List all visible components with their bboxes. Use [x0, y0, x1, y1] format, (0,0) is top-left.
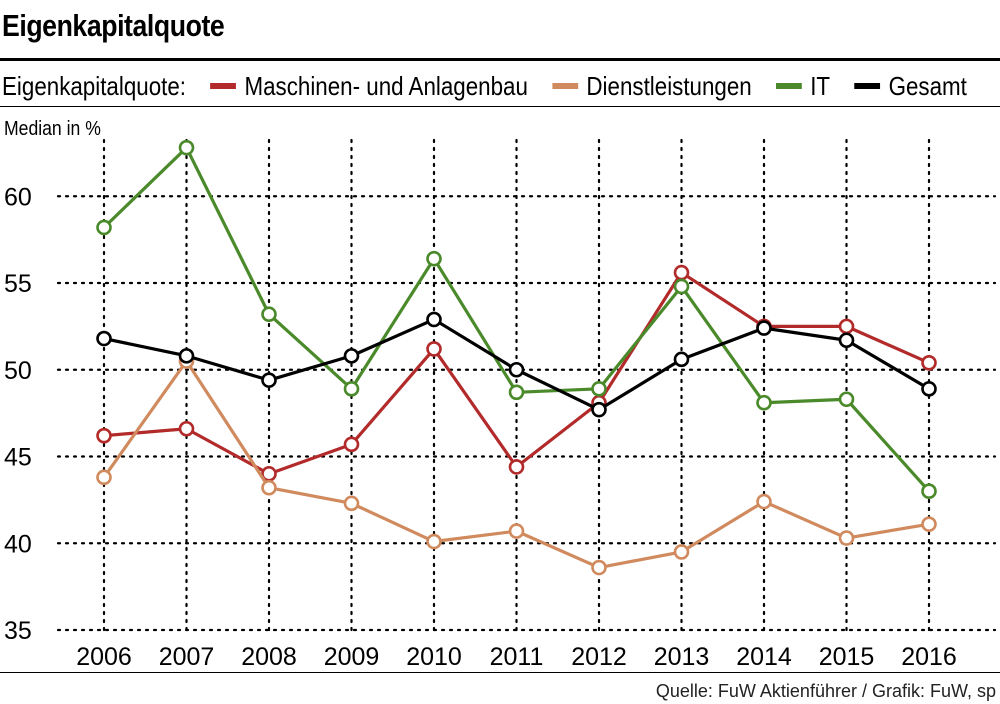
point-gesamt-2008	[261, 372, 277, 388]
point-dienstleistungen-2012	[591, 559, 607, 576]
point-it-2008	[261, 306, 277, 323]
x-tick-2016: 2016	[901, 643, 957, 671]
x-tick-2013: 2013	[654, 643, 710, 671]
point-maschinen-und-anlagenbau-2011	[508, 459, 525, 475]
y-tick-55: 55	[4, 270, 32, 298]
point-gesamt-2016	[921, 381, 937, 397]
point-gesamt-2014	[756, 320, 772, 336]
point-dienstleistungen-2010	[426, 533, 442, 550]
legend-item-maschinen: Maschinen- und Anlagenbau	[210, 71, 528, 102]
point-it-2011	[508, 384, 525, 401]
legend: Eigenkapitalquote: Maschinen- und Anlage…	[2, 68, 967, 104]
point-dienstleistungen-2015	[838, 530, 855, 546]
point-maschinen-und-anlagenbau-2015	[838, 318, 855, 335]
x-tick-2012: 2012	[571, 643, 627, 671]
point-dienstleistungen-2014	[756, 493, 772, 510]
point-gesamt-2009	[343, 348, 360, 364]
point-dienstleistungen-2006	[96, 469, 112, 486]
point-maschinen-und-anlagenbau-2006	[96, 427, 112, 444]
y-tick-40: 40	[4, 530, 32, 558]
point-it-2012	[591, 381, 607, 397]
point-it-2006	[96, 219, 112, 236]
y-axis-label: Median in %	[4, 118, 101, 140]
point-maschinen-und-anlagenbau-2009	[343, 436, 360, 453]
legend-item-gesamt: Gesamt	[854, 71, 967, 102]
point-gesamt-2013	[673, 351, 690, 368]
point-maschinen-und-anlagenbau-2016	[921, 355, 937, 371]
point-maschinen-und-anlagenbau-2007	[178, 420, 195, 437]
point-gesamt-2006	[96, 330, 112, 347]
x-tick-2009: 2009	[324, 643, 380, 671]
legend-text-dienstleistungen: Dienstleistungen	[586, 70, 752, 101]
x-tick-2011: 2011	[490, 643, 544, 671]
legend-text-maschinen: Maschinen- und Anlagenbau	[244, 70, 528, 101]
point-gesamt-2010	[426, 311, 442, 328]
legend-rule	[0, 106, 1000, 107]
x-tick-2015: 2015	[819, 643, 875, 671]
footer-rule	[0, 672, 1000, 673]
point-gesamt-2012	[591, 401, 607, 418]
legend-text-gesamt: Gesamt	[888, 70, 967, 101]
point-it-2009	[343, 381, 360, 397]
series-line-it	[102, 146, 931, 493]
point-it-2015	[838, 391, 855, 408]
point-maschinen-und-anlagenbau-2013	[673, 264, 690, 281]
legend-swatch-gesamt	[854, 83, 880, 89]
legend-item-it: IT	[775, 70, 831, 102]
y-tick-60: 60	[4, 183, 32, 211]
point-it-2010	[426, 250, 442, 267]
x-tick-2014: 2014	[736, 643, 792, 671]
x-tick-2007: 2007	[159, 643, 215, 671]
title-rule	[0, 58, 1000, 61]
point-it-2013	[673, 278, 690, 295]
x-tick-2008: 2008	[241, 643, 297, 671]
y-tick-50: 50	[4, 357, 32, 385]
legend-swatch-dienstleistungen	[552, 83, 578, 89]
x-tick-2010: 2010	[406, 643, 462, 671]
legend-item-dienstleistungen: Dienstleistungen	[552, 71, 752, 102]
point-dienstleistungen-2008	[261, 479, 277, 496]
chart-title: Eigenkapitalquote	[2, 8, 225, 43]
point-it-2014	[756, 394, 772, 411]
legend-swatch-it	[775, 83, 802, 89]
point-dienstleistungen-2011	[508, 523, 525, 539]
point-gesamt-2011	[508, 361, 525, 378]
legend-text-it: IT	[810, 70, 831, 101]
y-tick-45: 45	[4, 444, 32, 472]
point-dienstleistungen-2016	[921, 516, 937, 532]
y-tick-35: 35	[4, 617, 32, 645]
legend-label: Eigenkapitalquote:	[2, 70, 186, 101]
x-tick-2006: 2006	[76, 643, 132, 671]
source-note: Quelle: FuW Aktienführer / Grafik: FuW, …	[655, 681, 996, 701]
point-it-2007	[178, 139, 195, 156]
legend-swatch-maschinen	[210, 83, 236, 89]
point-gesamt-2007	[178, 348, 195, 364]
point-gesamt-2015	[838, 332, 855, 349]
point-dienstleistungen-2013	[673, 544, 690, 560]
point-it-2016	[921, 483, 937, 500]
point-maschinen-und-anlagenbau-2010	[426, 341, 442, 357]
point-dienstleistungen-2009	[343, 495, 360, 512]
